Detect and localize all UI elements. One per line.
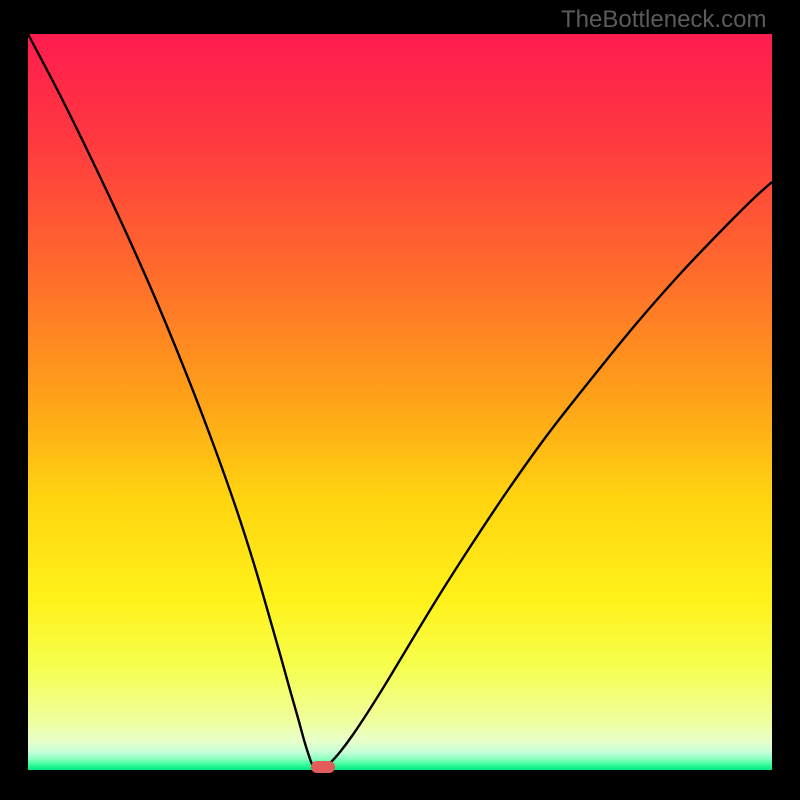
optimal-point-marker xyxy=(311,761,335,773)
curve-path xyxy=(28,34,772,769)
bottleneck-curve xyxy=(0,0,800,800)
